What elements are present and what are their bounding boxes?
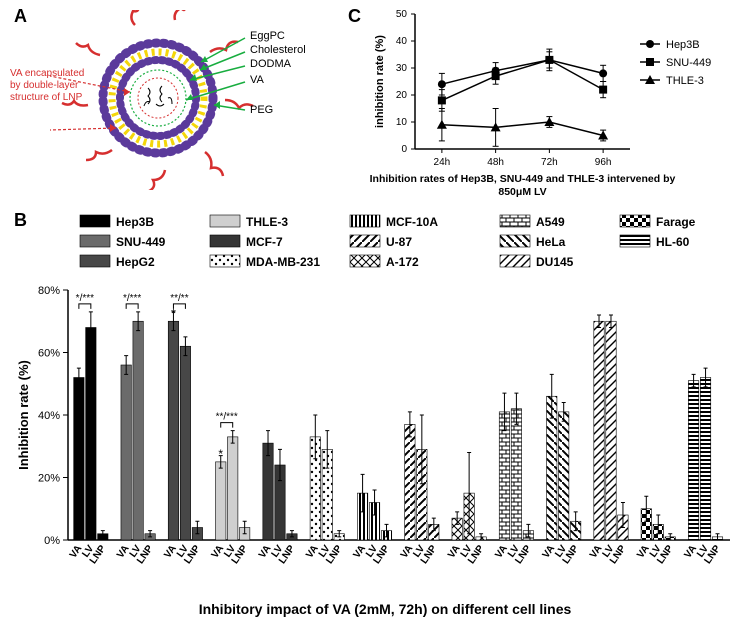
svg-text:24h: 24h bbox=[434, 157, 451, 168]
panel-b-chart: Hep3B SNU-449 HepG2 THLE-3 MCF-7 MDA-MB-231 MC… bbox=[10, 210, 740, 620]
svg-text:HepG2: HepG2 bbox=[116, 255, 155, 269]
svg-text:SNU-449: SNU-449 bbox=[666, 57, 711, 69]
svg-text:SNU-449: SNU-449 bbox=[116, 235, 166, 249]
panel-a-label: A bbox=[14, 6, 27, 27]
label-eggpc: EggPC bbox=[250, 30, 285, 42]
label-cholesterol: Cholesterol bbox=[250, 44, 306, 56]
svg-text:THLE-3: THLE-3 bbox=[666, 75, 704, 87]
svg-text:Inhibition rates of Hep3B, SNU: Inhibition rates of Hep3B, SNU-449 and T… bbox=[370, 173, 676, 198]
svg-text:MCF-7: MCF-7 bbox=[246, 235, 283, 249]
svg-text:U-87: U-87 bbox=[386, 235, 412, 249]
label-dodma: DODMA bbox=[250, 58, 291, 70]
svg-text:DU145: DU145 bbox=[536, 255, 574, 269]
svg-text:Hep3B: Hep3B bbox=[666, 39, 700, 51]
label-va: VA bbox=[250, 74, 264, 86]
svg-text:*/***: */*** bbox=[76, 293, 94, 304]
svg-text:A-172: A-172 bbox=[386, 255, 419, 269]
svg-text:Farage: Farage bbox=[656, 215, 696, 229]
svg-text:A549: A549 bbox=[536, 215, 565, 229]
panel-a-diagram: EggPC Cholesterol DODMA VA PEG VA encaps… bbox=[40, 10, 340, 190]
svg-text:60%: 60% bbox=[38, 348, 60, 360]
svg-text:20%: 20% bbox=[38, 473, 60, 485]
svg-text:10: 10 bbox=[396, 117, 408, 128]
svg-text:0: 0 bbox=[401, 144, 407, 155]
svg-text:96h: 96h bbox=[595, 157, 612, 168]
svg-text:MCF-10A: MCF-10A bbox=[386, 215, 438, 229]
svg-text:Inhibition rate (%): Inhibition rate (%) bbox=[16, 360, 31, 470]
panel-c-chart: 0 10 20 30 40 50 24h 48h 72h 96h inhibition rate (… bbox=[360, 4, 740, 204]
svg-text:0%: 0% bbox=[44, 535, 60, 547]
svg-text:48h: 48h bbox=[487, 157, 504, 168]
svg-text:HeLa: HeLa bbox=[536, 235, 566, 249]
svg-text:**/**: **/** bbox=[170, 293, 188, 304]
svg-text:30: 30 bbox=[396, 63, 408, 74]
svg-text:*/***: */*** bbox=[123, 293, 141, 304]
svg-text:80%: 80% bbox=[38, 285, 60, 297]
svg-text:50: 50 bbox=[396, 9, 408, 20]
svg-text:40: 40 bbox=[396, 36, 408, 47]
svg-text:THLE-3: THLE-3 bbox=[246, 215, 288, 229]
svg-text:MDA-MB-231: MDA-MB-231 bbox=[246, 255, 320, 269]
label-peg: PEG bbox=[250, 104, 273, 116]
svg-text:*: * bbox=[171, 306, 176, 320]
annotation-va-encap: VA encapsulated by double-layer structur… bbox=[10, 68, 96, 104]
svg-text:*: * bbox=[218, 447, 223, 461]
svg-text:Hep3B: Hep3B bbox=[116, 215, 154, 229]
svg-text:**/***: **/*** bbox=[216, 412, 238, 423]
svg-text:72h: 72h bbox=[541, 157, 558, 168]
svg-text:HL-60: HL-60 bbox=[656, 235, 690, 249]
svg-text:inhibition rate (%): inhibition rate (%) bbox=[374, 35, 386, 128]
svg-text:20: 20 bbox=[396, 90, 408, 101]
svg-text:40%: 40% bbox=[38, 410, 60, 422]
svg-text:Inhibitory impact of VA (2mM,: Inhibitory impact of VA (2mM, 72h) on di… bbox=[199, 601, 572, 617]
